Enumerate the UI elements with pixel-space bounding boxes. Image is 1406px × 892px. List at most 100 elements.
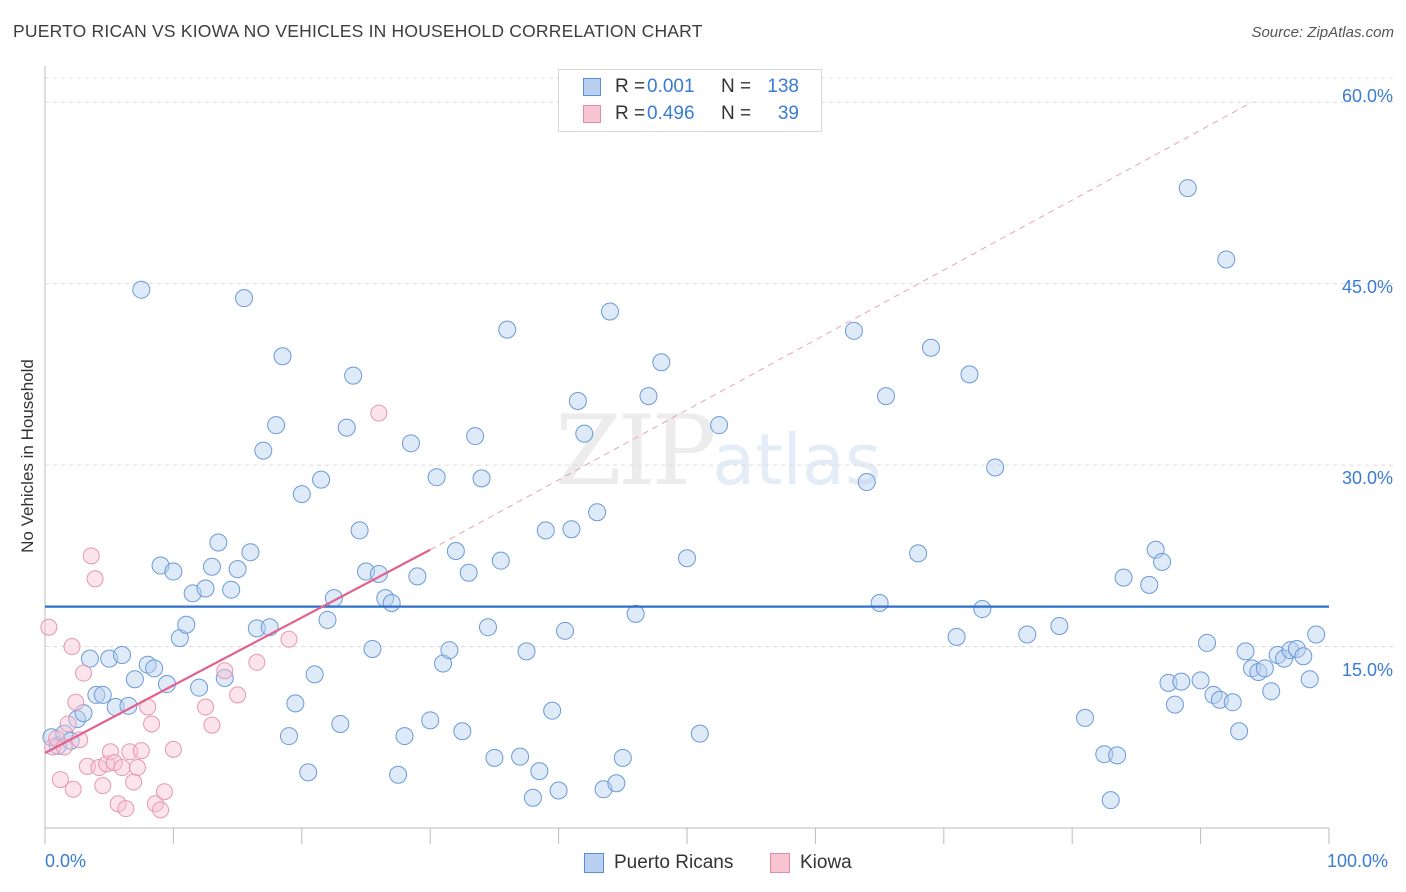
puerto-rican-point [909,544,928,563]
puerto-rican-point [1050,616,1069,635]
puerto-rican-point [1108,746,1127,765]
kiowa-point [86,570,104,588]
puerto-rican-point [1159,673,1178,692]
puerto-rican-point [228,560,247,579]
puerto-rican-point [1307,625,1326,644]
puerto-rican-point [1178,179,1197,198]
watermark: ZIPatlas [555,395,881,507]
puerto-rican-point [543,701,562,720]
y-tick-30: 30.0% [1341,468,1393,488]
blue-swatch-icon [583,78,601,96]
r-label: R = [615,103,646,124]
puerto-rican-point [157,675,176,694]
kiowa-point [216,662,234,680]
puerto-rican-point [421,711,440,730]
stats-row-puerto-ricans: R = 0.001 N = 138 [583,74,799,100]
puerto-rican-point [562,520,581,539]
puerto-rican-point [472,469,491,488]
puerto-rican-point [190,678,209,697]
blue-swatch-icon [584,853,604,873]
y-tick-60: 60.0% [1341,86,1393,106]
y-tick-45: 45.0% [1341,277,1393,297]
n-value: 138 [767,76,799,97]
puerto-rican-point [947,627,966,646]
r-label: R = [615,76,646,97]
puerto-rican-point [363,639,382,658]
puerto-rican-point [202,557,221,576]
legend-puerto-ricans: Puerto Ricans [584,852,733,874]
puerto-rican-point [530,762,549,781]
puerto-rican-point [254,441,273,460]
puerto-rican-point [690,724,709,743]
puerto-rican-point [1140,575,1159,594]
kiowa-point [280,630,298,648]
puerto-rican-point [960,365,979,384]
kiowa-point [248,653,266,671]
puerto-rican-point [536,521,555,540]
puerto-rican-point [132,280,151,299]
puerto-rican-point [588,503,607,522]
puerto-rican-point [639,387,658,406]
puerto-rican-point [209,533,228,552]
puerto-rican-point [517,642,536,661]
r-value: 0.001 [647,76,695,97]
legend-label: Puerto Ricans [614,852,734,873]
puerto-rican-point [1255,659,1274,678]
puerto-rican-point [1076,708,1095,727]
legend-label: Kiowa [800,852,852,873]
puerto-rican-point [1300,670,1319,689]
puerto-rican-point [1287,639,1306,658]
kiowa-trend-extension [429,101,1253,551]
puerto-rican-point [491,551,510,570]
puerto-rican-point [1165,695,1184,714]
kiowa-point [64,780,82,798]
puerto-rican-point [273,347,292,366]
puerto-rican-point [1236,642,1255,661]
kiowa-point [113,759,131,777]
y-tick-15: 15.0% [1341,660,1393,680]
kiowa-point [229,686,247,704]
puerto-rican-point [844,321,863,340]
kiowa-point [152,801,170,819]
kiowa-point [125,773,143,791]
puerto-rican-point [678,549,696,568]
puerto-rican-point [877,387,896,406]
puerto-rican-point [286,694,305,713]
puerto-rican-point [80,649,99,668]
puerto-rican-point [1101,791,1120,810]
puerto-rican-point [241,543,260,562]
puerto-rican-point [549,781,568,800]
puerto-rican-point [331,714,350,733]
puerto-rican-point [921,338,940,357]
puerto-rican-point [1191,671,1210,690]
puerto-rican-point [344,366,363,385]
kiowa-point [128,759,146,777]
puerto-rican-point [453,722,472,741]
puerto-rican-point [1217,250,1236,269]
puerto-rican-point [382,594,401,612]
puerto-rican-point [87,685,106,704]
puerto-rican-point [196,579,215,598]
stats-legend-box: R = 0.001 N = 138 R = 0.496 N = 39 [558,69,822,132]
puerto-rican-point [1018,625,1037,644]
puerto-rican-point [235,289,254,308]
kiowa-point [143,715,161,733]
puerto-rican-point [485,748,504,767]
pink-swatch-icon [583,105,601,123]
puerto-rican-point [427,468,446,487]
puerto-rican-point [318,610,337,629]
kiowa-point [155,783,173,801]
kiowa-point [67,693,85,711]
legend-kiowa: Kiowa [770,852,852,874]
puerto-rican-point [93,685,112,704]
kiowa-point [59,715,77,733]
puerto-rican-point [247,619,266,638]
kiowa-trend-line [44,548,431,754]
puerto-rican-point [395,727,414,746]
puerto-rican-point [125,670,144,689]
puerto-rican-point [350,521,369,540]
kiowa-point [40,618,58,636]
puerto-rican-point [857,473,876,492]
n-value: 39 [777,103,799,124]
puerto-rican-point [870,594,889,612]
